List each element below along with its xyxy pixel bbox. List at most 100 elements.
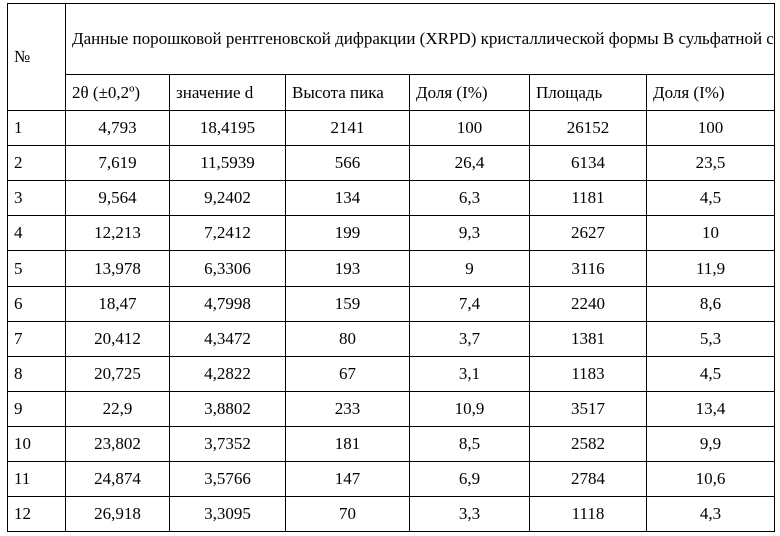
area-percent-cell: 11,9 <box>647 251 775 286</box>
title-row: № Данные порошковой рентгеновской дифрак… <box>8 4 775 75</box>
d-value-cell: 6,3306 <box>170 251 286 286</box>
area-percent-cell: 10 <box>647 216 775 251</box>
area-cell: 1381 <box>530 321 647 356</box>
table-row: 39,5649,24021346,311814,5 <box>8 181 775 216</box>
table-row: 618,474,79981597,422408,6 <box>8 286 775 321</box>
table-row: 412,2137,24121999,3262710 <box>8 216 775 251</box>
header-height-percent: Доля (I%) <box>410 75 530 111</box>
row-number-cell: 9 <box>8 391 66 426</box>
table-row: 1124,8743,57661476,9278410,6 <box>8 461 775 496</box>
table-body: 14,79318,419521411002615210027,61911,593… <box>8 111 775 532</box>
d-value-cell: 11,5939 <box>170 146 286 181</box>
peak-height-cell: 199 <box>286 216 410 251</box>
table-row: 720,4124,3472803,713815,3 <box>8 321 775 356</box>
row-number-cell: 2 <box>8 146 66 181</box>
peak-height-cell: 134 <box>286 181 410 216</box>
two-theta-cell: 12,213 <box>66 216 170 251</box>
area-cell: 3517 <box>530 391 647 426</box>
area-cell: 6134 <box>530 146 647 181</box>
two-theta-cell: 7,619 <box>66 146 170 181</box>
row-number-cell: 10 <box>8 426 66 461</box>
table-row: 820,7254,2822673,111834,5 <box>8 356 775 391</box>
peak-height-cell: 159 <box>286 286 410 321</box>
area-cell: 3116 <box>530 251 647 286</box>
d-value-cell: 7,2412 <box>170 216 286 251</box>
row-number-cell: 3 <box>8 181 66 216</box>
peak-height-cell: 193 <box>286 251 410 286</box>
number-column-header: № <box>8 4 66 111</box>
height-percent-cell: 10,9 <box>410 391 530 426</box>
d-value-cell: 3,5766 <box>170 461 286 496</box>
two-theta-cell: 23,802 <box>66 426 170 461</box>
peak-height-cell: 147 <box>286 461 410 496</box>
area-percent-cell: 13,4 <box>647 391 775 426</box>
d-value-cell: 9,2402 <box>170 181 286 216</box>
height-percent-cell: 100 <box>410 111 530 146</box>
area-percent-cell: 5,3 <box>647 321 775 356</box>
area-percent-cell: 9,9 <box>647 426 775 461</box>
area-percent-cell: 4,5 <box>647 181 775 216</box>
area-cell: 26152 <box>530 111 647 146</box>
peak-height-cell: 67 <box>286 356 410 391</box>
row-number-cell: 6 <box>8 286 66 321</box>
height-percent-cell: 6,9 <box>410 461 530 496</box>
peak-height-cell: 80 <box>286 321 410 356</box>
table-title: Данные порошковой рентгеновской дифракци… <box>66 4 775 75</box>
height-percent-cell: 9 <box>410 251 530 286</box>
peak-height-cell: 566 <box>286 146 410 181</box>
row-number-cell: 12 <box>8 496 66 531</box>
two-theta-cell: 18,47 <box>66 286 170 321</box>
table-row: 1023,8023,73521818,525829,9 <box>8 426 775 461</box>
area-cell: 2784 <box>530 461 647 496</box>
peak-height-cell: 70 <box>286 496 410 531</box>
two-theta-cell: 20,725 <box>66 356 170 391</box>
table-row: 922,93,880223310,9351713,4 <box>8 391 775 426</box>
table-row: 513,9786,33061939311611,9 <box>8 251 775 286</box>
area-percent-cell: 100 <box>647 111 775 146</box>
row-number-cell: 7 <box>8 321 66 356</box>
area-percent-cell: 8,6 <box>647 286 775 321</box>
d-value-cell: 18,4195 <box>170 111 286 146</box>
table-row: 14,79318,4195214110026152100 <box>8 111 775 146</box>
height-percent-cell: 3,1 <box>410 356 530 391</box>
header-peak-height: Высота пика <box>286 75 410 111</box>
row-number-cell: 1 <box>8 111 66 146</box>
row-number-cell: 8 <box>8 356 66 391</box>
height-percent-cell: 3,7 <box>410 321 530 356</box>
d-value-cell: 3,8802 <box>170 391 286 426</box>
height-percent-cell: 9,3 <box>410 216 530 251</box>
area-cell: 2627 <box>530 216 647 251</box>
two-theta-cell: 9,564 <box>66 181 170 216</box>
height-percent-cell: 6,3 <box>410 181 530 216</box>
header-d-value: значение d <box>170 75 286 111</box>
xrpd-table: № Данные порошковой рентгеновской дифрак… <box>7 3 775 532</box>
two-theta-cell: 13,978 <box>66 251 170 286</box>
peak-height-cell: 2141 <box>286 111 410 146</box>
height-percent-cell: 3,3 <box>410 496 530 531</box>
two-theta-cell: 22,9 <box>66 391 170 426</box>
header-row: 2θ (±0,2º) значение d Высота пика Доля (… <box>8 75 775 111</box>
two-theta-cell: 24,874 <box>66 461 170 496</box>
row-number-cell: 5 <box>8 251 66 286</box>
height-percent-cell: 8,5 <box>410 426 530 461</box>
two-theta-cell: 4,793 <box>66 111 170 146</box>
table-row: 27,61911,593956626,4613423,5 <box>8 146 775 181</box>
area-percent-cell: 10,6 <box>647 461 775 496</box>
area-percent-cell: 4,5 <box>647 356 775 391</box>
header-2theta: 2θ (±0,2º) <box>66 75 170 111</box>
height-percent-cell: 26,4 <box>410 146 530 181</box>
table-row: 1226,9183,3095703,311184,3 <box>8 496 775 531</box>
two-theta-cell: 20,412 <box>66 321 170 356</box>
peak-height-cell: 233 <box>286 391 410 426</box>
two-theta-cell: 26,918 <box>66 496 170 531</box>
area-percent-cell: 4,3 <box>647 496 775 531</box>
d-value-cell: 3,7352 <box>170 426 286 461</box>
area-percent-cell: 23,5 <box>647 146 775 181</box>
row-number-cell: 4 <box>8 216 66 251</box>
d-value-cell: 4,3472 <box>170 321 286 356</box>
area-cell: 1181 <box>530 181 647 216</box>
d-value-cell: 4,7998 <box>170 286 286 321</box>
header-area-percent: Доля (I%) <box>647 75 775 111</box>
row-number-cell: 11 <box>8 461 66 496</box>
peak-height-cell: 181 <box>286 426 410 461</box>
